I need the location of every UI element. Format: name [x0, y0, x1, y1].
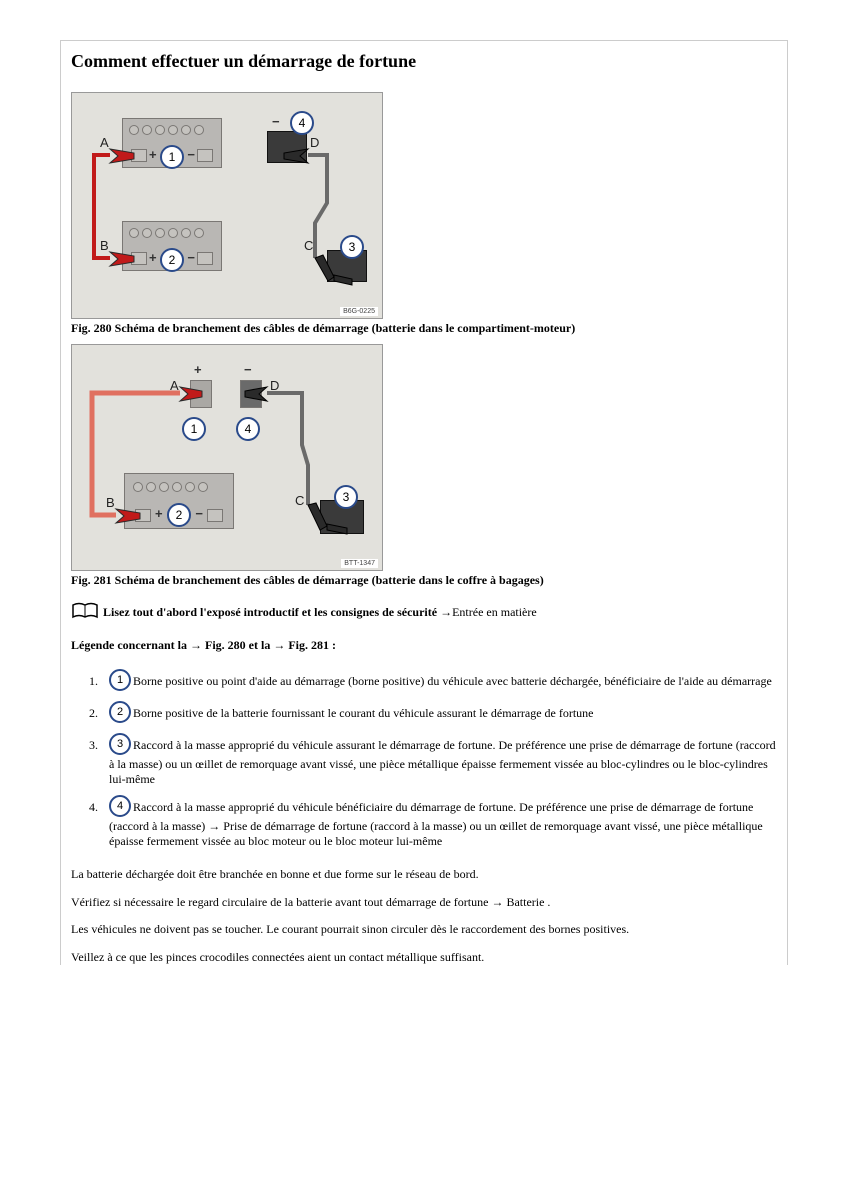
circle-1: 1: [160, 145, 184, 169]
minus-sign: −: [272, 115, 280, 128]
minus-sign: −: [187, 148, 195, 161]
circle-3: 3: [334, 485, 358, 509]
paragraph-3: Les véhicules ne doivent pas se toucher.…: [71, 922, 777, 938]
document-page: Comment effectuer un démarrage de fortun…: [60, 40, 788, 965]
diagram-code: BTT-1347: [341, 559, 378, 568]
legend-text-1: Borne positive ou point d'aide au démarr…: [133, 674, 772, 688]
arrow-icon: →: [440, 605, 452, 619]
cables-svg: [72, 345, 382, 570]
cables-svg: [72, 93, 382, 318]
label-B: B: [100, 238, 109, 253]
book-icon: [71, 602, 99, 624]
legend-title: Légende concernant la → Fig. 280 et la →…: [71, 638, 777, 653]
legend-text-2: Borne positive de la batterie fournissan…: [133, 706, 594, 720]
legend-circle-1: 1: [109, 669, 131, 691]
legend-list: 1Borne positive ou point d'aide au démar…: [71, 671, 777, 849]
legend-prefix: Légende concernant la: [71, 638, 190, 652]
legend-and: et la: [249, 638, 274, 652]
label-B: B: [106, 495, 115, 510]
legend-item-2: 2Borne positive de la batterie fournissa…: [101, 703, 777, 725]
legend-circle-3: 3: [109, 733, 131, 755]
jump-post-pos: [190, 380, 212, 408]
plus-sign: +: [149, 148, 157, 161]
jump-post-neg: [240, 380, 262, 408]
intro-link[interactable]: Entrée en matière: [452, 605, 537, 619]
label-A: A: [170, 378, 179, 393]
plus-sign: +: [149, 251, 157, 264]
legend-item-4: 4Raccord à la masse approprié du véhicul…: [101, 797, 777, 849]
paragraph-1: La batterie déchargée doit être branchée…: [71, 867, 777, 883]
figure-280-diagram: + − + − − A B C D 1 2 3 4 B6G-0225: [71, 92, 383, 319]
diagram-code: B6G-0225: [340, 307, 378, 316]
minus-sign: −: [244, 363, 252, 376]
legend-text-4-link[interactable]: → Prise de démarrage de fortune (raccord…: [208, 819, 466, 833]
legend-text-3: Raccord à la masse approprié du véhicule…: [109, 738, 776, 786]
label-D: D: [310, 135, 319, 150]
fig-280-caption: Fig. 280 Schéma de branchement des câble…: [71, 321, 777, 336]
circle-3: 3: [340, 235, 364, 259]
plus-sign: +: [155, 507, 163, 520]
circle-2: 2: [160, 248, 184, 272]
fig-281-caption: Fig. 281 Schéma de branchement des câble…: [71, 573, 777, 588]
intro-line: Lisez tout d'abord l'exposé introductif …: [71, 602, 777, 624]
ground-block-4: [267, 131, 307, 163]
paragraph-2: Vérifiez si nécessaire le regard circula…: [71, 895, 777, 911]
minus-sign: −: [195, 507, 203, 520]
circle-4: 4: [290, 111, 314, 135]
minus-sign: −: [187, 251, 195, 264]
label-C: C: [295, 493, 304, 508]
label-C: C: [304, 238, 313, 253]
legend-fig-a-link[interactable]: → Fig. 280: [190, 638, 246, 652]
legend-fig-b-link[interactable]: → Fig. 281: [273, 638, 329, 652]
plus-sign: +: [194, 363, 202, 376]
legend-item-1: 1Borne positive ou point d'aide au démar…: [101, 671, 777, 693]
figure-281-diagram: + − + − A B C D 1 2 3 4 BTT-1347: [71, 344, 383, 571]
legend-item-3: 3Raccord à la masse approprié du véhicul…: [101, 735, 777, 787]
label-A: A: [100, 135, 109, 150]
circle-2: 2: [167, 503, 191, 527]
intro-bold-text: Lisez tout d'abord l'exposé introductif …: [103, 605, 437, 619]
legend-circle-2: 2: [109, 701, 131, 723]
label-D: D: [270, 378, 279, 393]
circle-1: 1: [182, 417, 206, 441]
circle-4: 4: [236, 417, 260, 441]
legend-colon: :: [332, 638, 336, 652]
legend-circle-4: 4: [109, 795, 131, 817]
page-title: Comment effectuer un démarrage de fortun…: [71, 51, 777, 72]
paragraph-4: Veillez à ce que les pinces crocodiles c…: [71, 950, 777, 966]
